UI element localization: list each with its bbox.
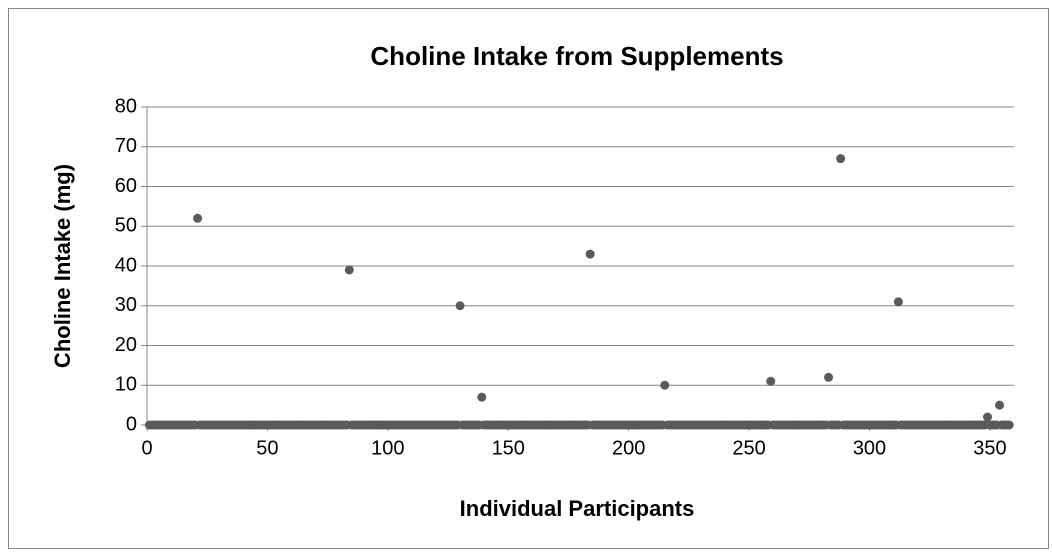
data-point bbox=[344, 265, 354, 275]
data-point bbox=[836, 154, 846, 164]
x-tick-label: 150 bbox=[492, 437, 525, 459]
y-tick-label: 60 bbox=[115, 175, 137, 197]
y-tick-label: 50 bbox=[115, 215, 137, 237]
y-tick-label: 80 bbox=[115, 95, 137, 117]
y-tick-label: 0 bbox=[126, 413, 137, 435]
x-tick-label: 50 bbox=[256, 437, 278, 459]
y-axis-label: Choline Intake (mg) bbox=[50, 164, 75, 368]
data-point bbox=[824, 372, 834, 382]
x-tick-label: 100 bbox=[371, 437, 404, 459]
x-tick-label: 0 bbox=[141, 437, 152, 459]
data-point bbox=[1004, 420, 1014, 430]
data-point bbox=[477, 392, 487, 402]
data-point bbox=[995, 400, 1005, 410]
data-point bbox=[766, 376, 776, 386]
x-axis-label: Individual Participants bbox=[460, 496, 695, 521]
data-point bbox=[983, 412, 993, 422]
data-point bbox=[660, 380, 670, 390]
data-point bbox=[193, 213, 203, 223]
y-tick-label: 20 bbox=[115, 334, 137, 356]
y-tick-label: 70 bbox=[115, 135, 137, 157]
data-point bbox=[893, 297, 903, 307]
x-tick-label: 300 bbox=[853, 437, 886, 459]
chart-title: Choline Intake from Supplements bbox=[370, 41, 783, 71]
x-tick-label: 250 bbox=[732, 437, 765, 459]
data-point bbox=[455, 301, 465, 311]
y-tick-label: 10 bbox=[115, 374, 137, 396]
y-tick-label: 40 bbox=[115, 254, 137, 276]
chart-border bbox=[8, 8, 1049, 549]
x-tick-label: 350 bbox=[973, 437, 1006, 459]
x-tick-label: 200 bbox=[612, 437, 645, 459]
y-tick-label: 30 bbox=[115, 294, 137, 316]
data-point bbox=[585, 249, 595, 259]
